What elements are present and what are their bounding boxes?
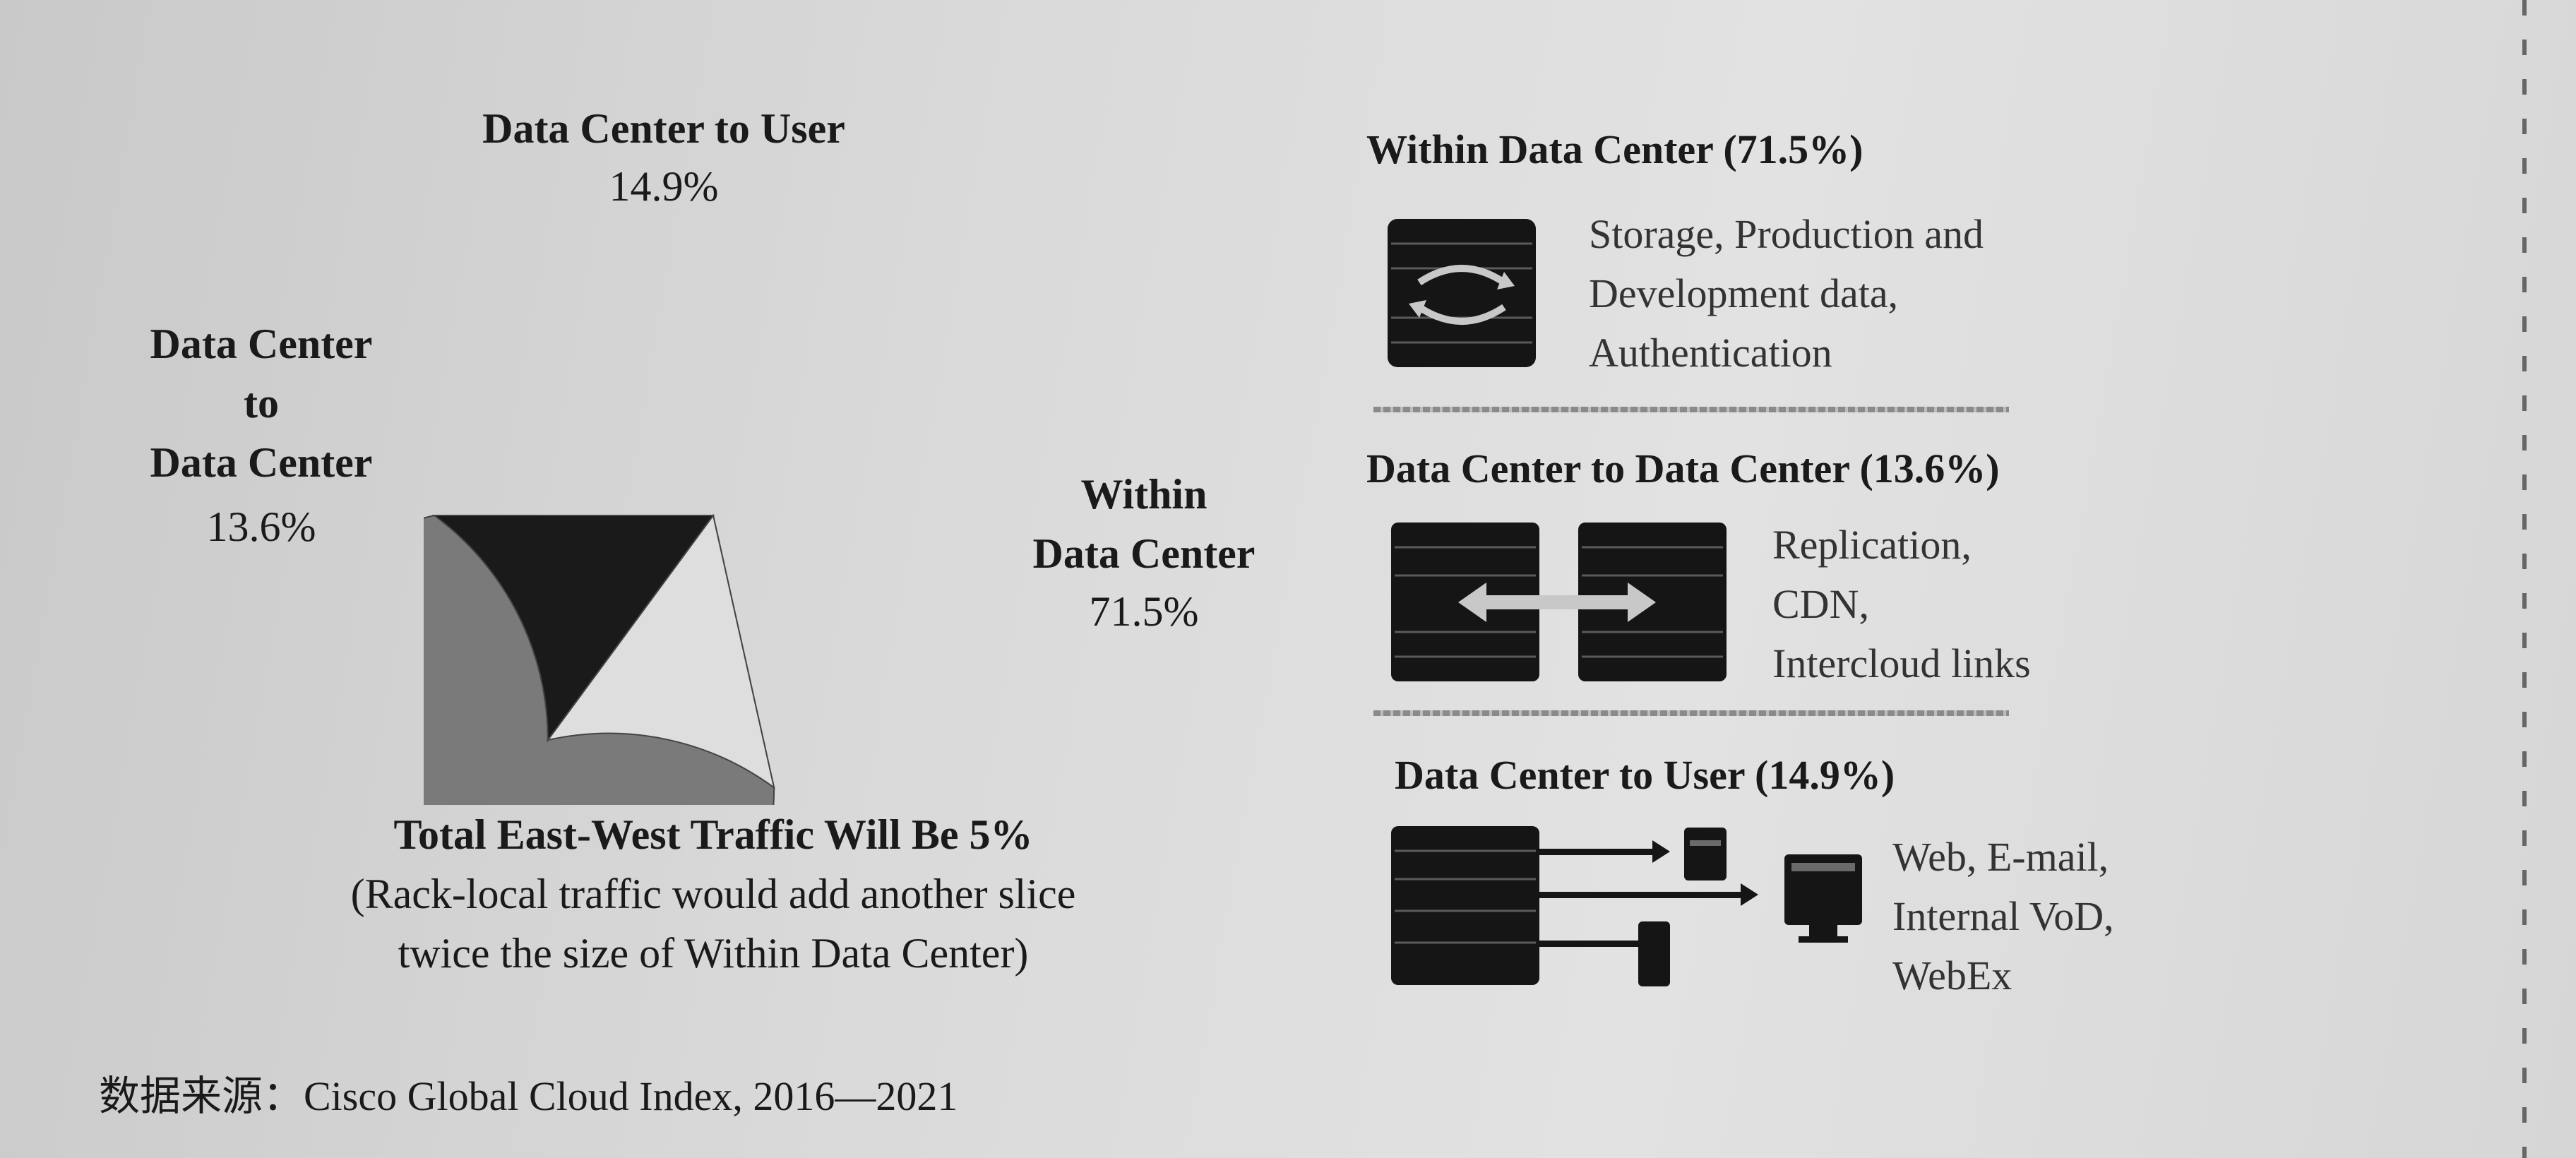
label-dc-to-dc-line2: to [244, 380, 279, 426]
legend-dc-to-user-line1: Web, E-mail, [1892, 834, 2109, 880]
legend-heading-within: Within Data Center (71.5%) [1366, 126, 1864, 172]
legend-dc-to-dc-line2: CDN, [1772, 581, 1869, 627]
pie-chart [424, 513, 775, 805]
legend-within-line3: Authentication [1589, 330, 1832, 376]
two-racks-exchange-icon [1391, 523, 1727, 681]
label-dc-to-dc-line1: Data Center [150, 321, 373, 367]
server-rack-sync-icon [1388, 219, 1536, 367]
label-within-line1: Within [1080, 471, 1208, 518]
legend-within-line1: Storage, Production and [1589, 211, 1984, 257]
caption-line1: Total East-West Traffic Will Be 5% [393, 811, 1033, 858]
legend-text-within: Storage, Production and Development data… [1589, 205, 1984, 383]
divider-1 [1373, 407, 2009, 412]
legend-dc-to-user-line3: WebEx [1892, 953, 2012, 998]
legend-dc-to-dc-line3: Intercloud links [1772, 640, 2031, 686]
legend-heading-dc-to-dc: Data Center to Data Center (13.6%) [1366, 446, 2000, 491]
chart-caption: Total East-West Traffic Will Be 5% (Rack… [240, 805, 1186, 983]
label-within-value: 71.5% [1089, 588, 1199, 635]
rack-to-devices-icon [1391, 826, 1862, 986]
legend-text-dc-to-dc: Replication, CDN, Intercloud links [1772, 515, 2031, 693]
legend-dc-to-user-line2: Internal VoD, [1892, 893, 2114, 939]
legend-text-dc-to-user: Web, E-mail, Internal VoD, WebEx [1892, 828, 2114, 1005]
label-dc-to-user-name: Data Center to User [482, 105, 845, 152]
legend-within-line2: Development data, [1589, 270, 1899, 316]
label-dc-to-dc-value: 13.6% [206, 503, 316, 550]
page-margin-dashed-line [2522, 0, 2527, 1158]
pie-slice-dc-to-user [431, 515, 715, 743]
label-dc-to-user: Data Center to User [395, 99, 932, 158]
caption-line3: twice the size of Within Data Center) [398, 930, 1029, 977]
legend-dc-to-dc-line1: Replication, [1772, 522, 1972, 568]
caption-line2: (Rack-local traffic would add another sl… [350, 871, 1076, 917]
label-within-line2: Data Center [1032, 530, 1256, 577]
legend-heading-dc-to-user: Data Center to User (14.9%) [1395, 752, 1895, 798]
pie-slice-dc-to-dc [546, 513, 775, 789]
label-dc-to-user-value: 14.9% [609, 163, 719, 210]
source-note: 数据来源：Cisco Global Cloud Index, 2016—2021 [99, 1073, 958, 1119]
label-dc-to-dc: Data Center to Data Center [113, 314, 410, 492]
label-within: Within Data Center [996, 465, 1292, 583]
divider-2 [1373, 710, 2009, 716]
label-dc-to-dc-line3: Data Center [150, 439, 373, 486]
